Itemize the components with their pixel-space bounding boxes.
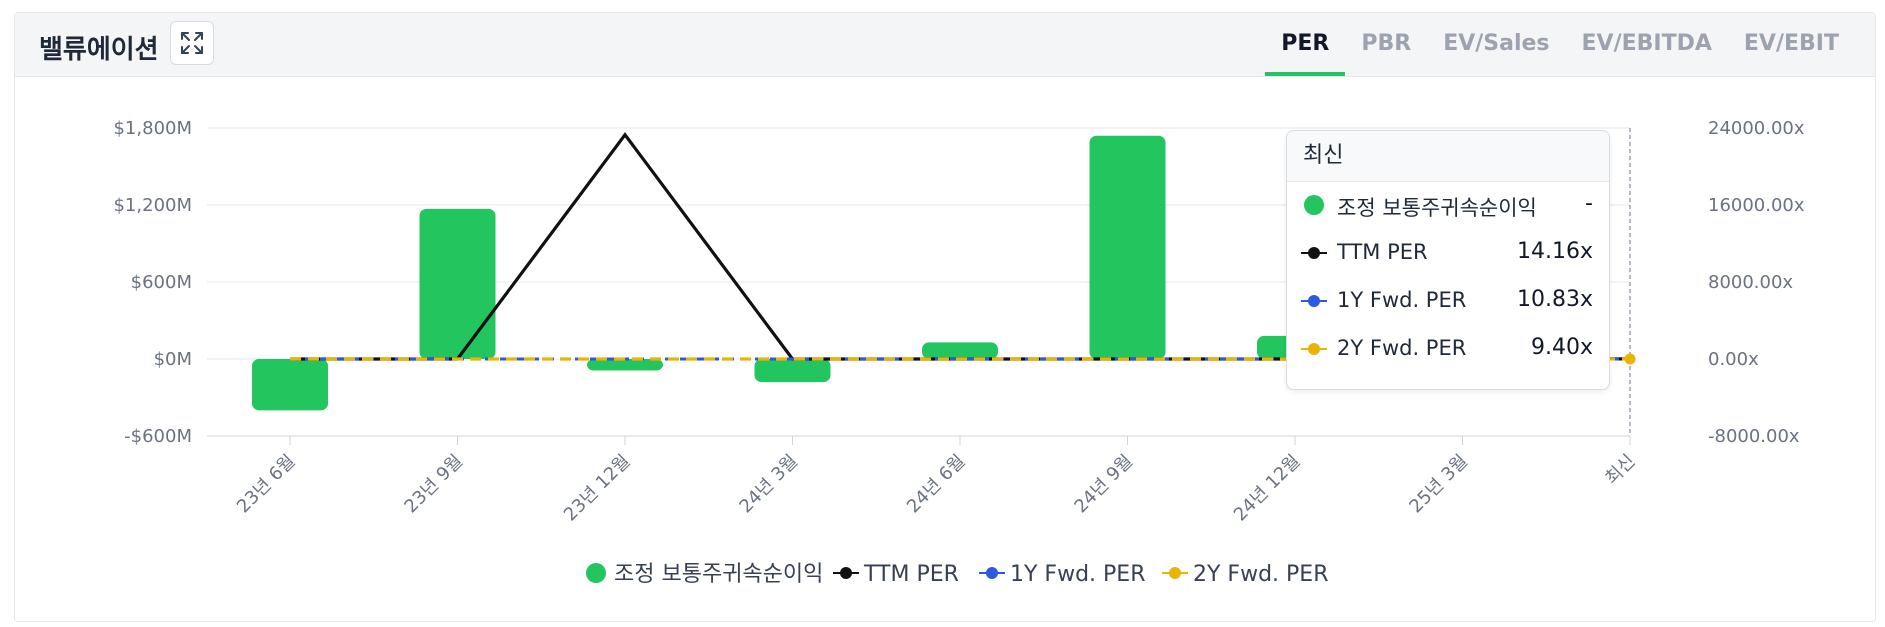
expand-icon bbox=[181, 32, 203, 54]
tab-per[interactable]: PER bbox=[1265, 13, 1346, 76]
tab-ev-sales[interactable]: EV/Sales bbox=[1443, 31, 1550, 56]
tooltip-row: TTM PER 14.16x bbox=[1287, 230, 1609, 278]
y-tick-label-right: 16000.00x bbox=[1708, 195, 1805, 216]
tab-ev-ebit[interactable]: EV/EBIT bbox=[1743, 31, 1839, 56]
bar bbox=[587, 359, 663, 371]
bar bbox=[754, 359, 831, 383]
tooltip-row: 2Y Fwd. PER 9.40x bbox=[1287, 326, 1609, 374]
tooltip: 최신 조정 보통주귀속순이익 - TTM PER 14.16x 1Y Fwd. … bbox=[1286, 130, 1610, 390]
card-title: 밸류에이션 bbox=[39, 35, 159, 65]
tooltip-value: 14.16x bbox=[1516, 239, 1593, 264]
tooltip-row: 1Y Fwd. PER 10.83x bbox=[1287, 278, 1609, 326]
x-tick-label: 23년 12월 bbox=[560, 451, 635, 526]
tooltip-title: 최신 bbox=[1287, 131, 1609, 182]
y-tick-label-left: $0M bbox=[154, 349, 192, 370]
legend-label: TTM PER bbox=[863, 562, 959, 587]
x-tick-label: 24년 9월 bbox=[1070, 451, 1137, 518]
y-tick-label-right: 8000.00x bbox=[1708, 272, 1793, 293]
card-header: 밸류에이션 PER PBR EV/Sales EV/EBITDA EV/EBIT bbox=[15, 13, 1875, 77]
bar bbox=[252, 359, 328, 411]
y-tick-label-right: -8000.00x bbox=[1708, 426, 1800, 447]
legend-label: 조정 보통주귀속순이익 bbox=[614, 562, 823, 587]
tooltip-value: 9.40x bbox=[1530, 335, 1593, 360]
expand-button[interactable] bbox=[170, 21, 214, 65]
legend-marker bbox=[840, 567, 852, 579]
x-tick-label: 24년 3월 bbox=[735, 451, 802, 518]
tooltip-value: 10.83x bbox=[1516, 287, 1593, 312]
net-income-marker-icon bbox=[1304, 195, 1324, 215]
latest-point bbox=[1624, 353, 1636, 365]
tooltip-label: TTM PER bbox=[1337, 240, 1428, 264]
y-tick-label-left: $600M bbox=[131, 272, 192, 293]
x-tick-label: 25년 3월 bbox=[1405, 451, 1472, 518]
metric-tabs: PER PBR EV/Sales EV/EBITDA EV/EBIT bbox=[1265, 13, 1855, 76]
tooltip-value: - bbox=[1585, 191, 1593, 216]
legend-marker bbox=[586, 563, 606, 583]
x-tick-label: 최신 bbox=[1601, 451, 1639, 489]
chart-legend: 조정 보통주귀속순이익 TTM PER 1Y Fwd. PER 2Y Fwd. PER bbox=[586, 562, 1328, 587]
y-tick-label-left: $1,200M bbox=[113, 195, 192, 216]
tooltip-row: 조정 보통주귀속순이익 - bbox=[1287, 182, 1609, 230]
y-tick-label-left: -$600M bbox=[124, 426, 192, 447]
y-tick-label-left: $1,800M bbox=[113, 118, 192, 139]
fwd1-per-marker-icon bbox=[1301, 295, 1327, 307]
legend-marker bbox=[986, 567, 998, 579]
x-tick-label: 24년 6월 bbox=[903, 451, 970, 518]
tab-ev-ebitda[interactable]: EV/EBITDA bbox=[1581, 31, 1712, 56]
x-tick-label: 23년 9월 bbox=[400, 451, 467, 518]
x-tick-label: 23년 6월 bbox=[233, 451, 300, 518]
tab-pbr[interactable]: PBR bbox=[1361, 31, 1412, 56]
ttm-per-marker-icon bbox=[1301, 247, 1327, 259]
tooltip-label: 2Y Fwd. PER bbox=[1337, 336, 1467, 360]
fwd2-per-marker-icon bbox=[1301, 343, 1327, 355]
x-tick-label: 24년 12월 bbox=[1230, 451, 1305, 526]
tooltip-label: 조정 보통주귀속순이익 bbox=[1337, 196, 1537, 220]
legend-label: 2Y Fwd. PER bbox=[1193, 562, 1328, 587]
y-tick-label-right: 24000.00x bbox=[1708, 118, 1805, 139]
bar bbox=[1089, 135, 1166, 359]
bar bbox=[922, 342, 998, 359]
bar bbox=[419, 208, 496, 359]
legend-label: 1Y Fwd. PER bbox=[1010, 562, 1145, 587]
tooltip-label: 1Y Fwd. PER bbox=[1337, 288, 1467, 312]
y-tick-label-right: 0.00x bbox=[1708, 349, 1759, 370]
legend-marker bbox=[1169, 567, 1181, 579]
